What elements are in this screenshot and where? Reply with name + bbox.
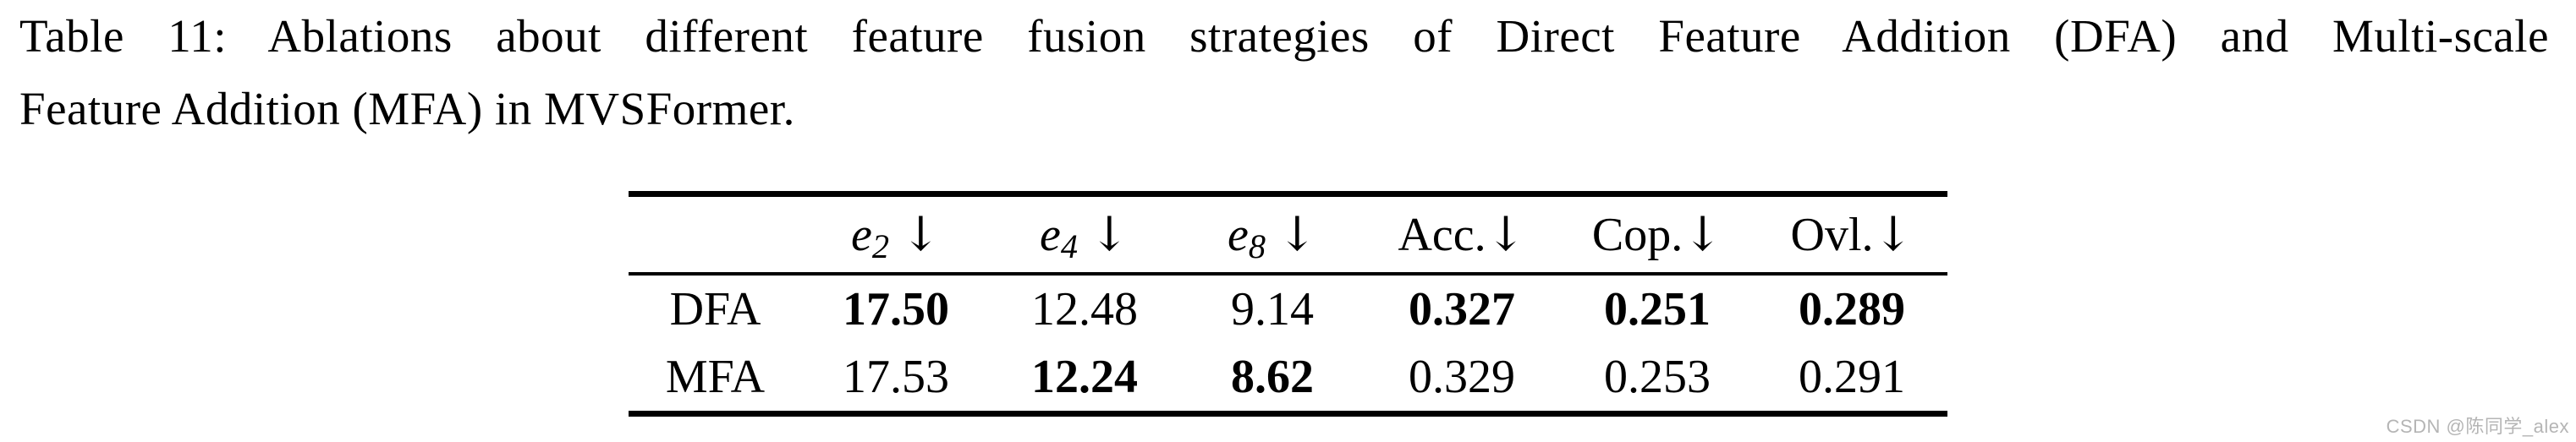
table-caption-line-2: Feature Addition (MFA) in MVSFormer.: [19, 83, 795, 134]
metric-value: 0.253: [1604, 351, 1711, 404]
math-symbol: e8: [1228, 208, 1266, 265]
column-header-e8: e8 ↓: [1179, 194, 1365, 274]
column-header-ovl: Ovl.↓: [1790, 206, 1914, 262]
row-label: DFA: [669, 283, 761, 336]
column-header-e2: e2 ↓: [802, 194, 990, 274]
table-row-dfa: DFA 17.50 12.48 9.14 0.327 0.251 0.289: [629, 274, 1947, 344]
metric-value: 8.62: [1231, 351, 1314, 404]
csdn-watermark: CSDN @陈同学_alex: [2386, 416, 2569, 437]
down-arrow-icon: ↓: [901, 206, 941, 262]
down-arrow-icon: ↓: [1277, 206, 1317, 262]
column-header-acc: Acc.↓: [1398, 206, 1526, 262]
math-symbol: e2: [851, 208, 890, 265]
column-header-empty: [629, 194, 802, 274]
metric-value: 9.14: [1231, 283, 1314, 336]
down-arrow-icon: ↓: [1090, 206, 1129, 262]
down-arrow-icon: ↓: [1683, 206, 1723, 262]
down-arrow-icon: ↓: [1486, 206, 1526, 262]
metric-value: 0.327: [1409, 283, 1515, 336]
column-header-cop: Cop.↓: [1591, 206, 1723, 262]
metric-value: 0.291: [1799, 351, 1905, 404]
table-header: e2 ↓ e4 ↓ e8 ↓ Acc.↓ Cop.↓ Ovl.↓: [629, 194, 1947, 274]
metric-value: 17.53: [843, 351, 949, 404]
table-header-row: e2 ↓ e4 ↓ e8 ↓ Acc.↓ Cop.↓ Ovl.↓: [629, 194, 1947, 274]
table-caption-line-1: Table 11: Ablations about different feat…: [19, 10, 2549, 62]
metric-value: 12.24: [1031, 351, 1138, 404]
ablation-results-table: e2 ↓ e4 ↓ e8 ↓ Acc.↓ Cop.↓ Ovl.↓ DFA 17.50 12.4…: [629, 191, 1947, 417]
metric-value: 12.48: [1031, 283, 1138, 336]
table-body: DFA 17.50 12.48 9.14 0.327 0.251 0.289 MFA 17.53…: [629, 274, 1947, 414]
column-header-e4: e4 ↓: [990, 194, 1179, 274]
table-row-mfa: MFA 17.53 12.24 8.62 0.329 0.253 0.291: [629, 344, 1947, 414]
math-symbol: e4: [1040, 208, 1079, 265]
metric-value: 0.329: [1409, 351, 1515, 404]
down-arrow-icon: ↓: [1873, 206, 1914, 262]
metric-value: 0.251: [1604, 283, 1711, 336]
metric-value: 0.289: [1799, 283, 1905, 336]
metric-value: 17.50: [843, 283, 949, 336]
table-caption: Table 11: Ablations about different feat…: [19, 0, 2549, 145]
row-label: MFA: [665, 351, 766, 404]
